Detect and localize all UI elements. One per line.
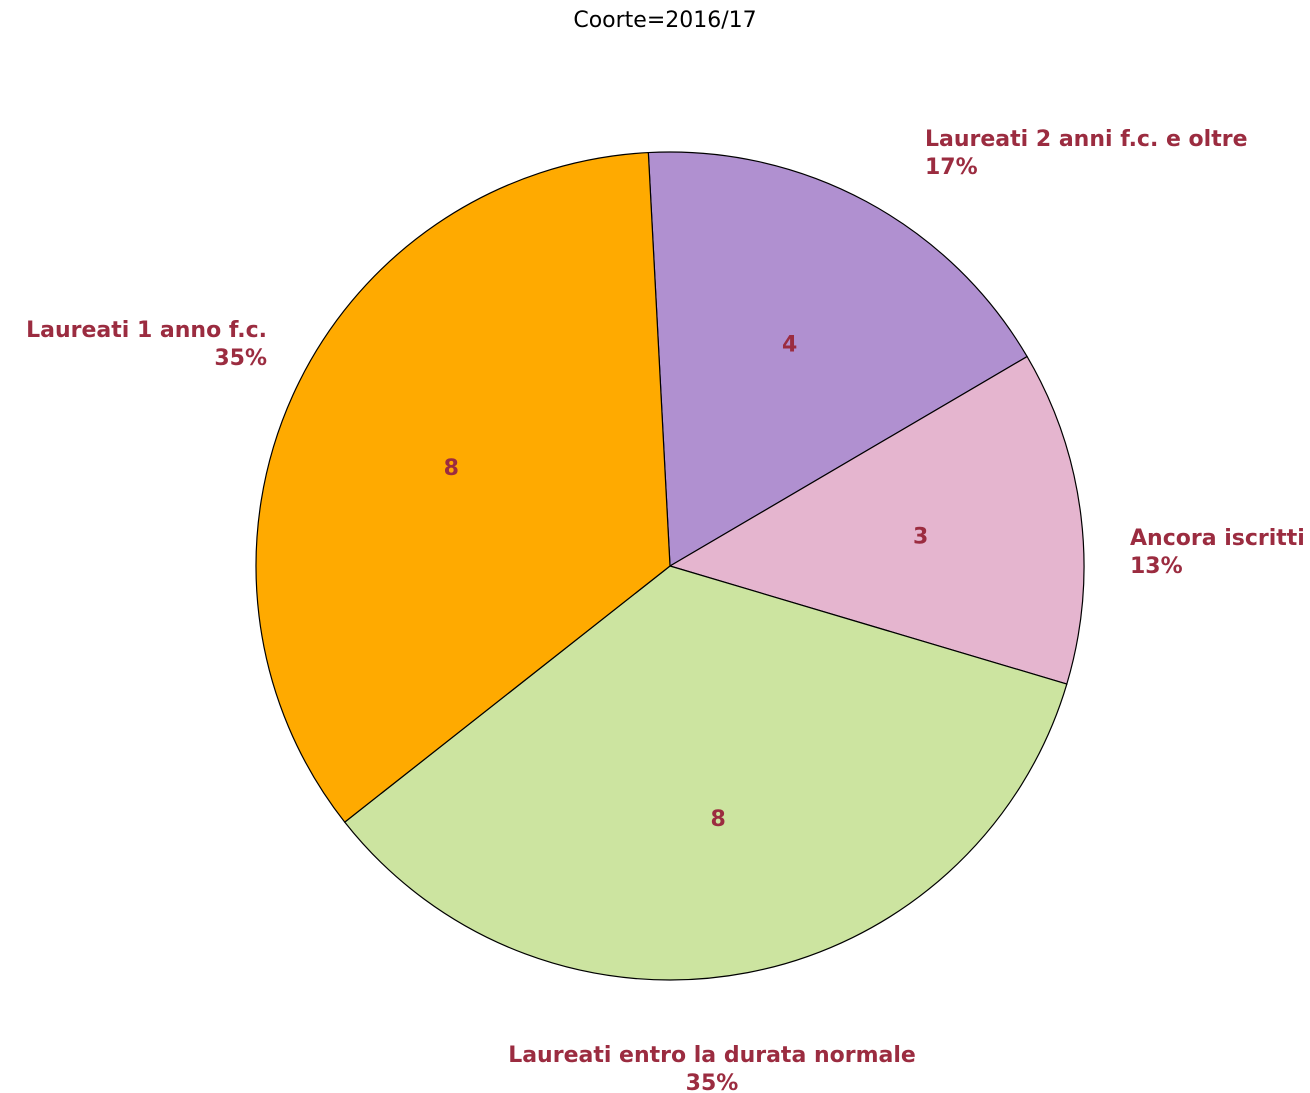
slice-value-label-1: 3 (913, 525, 928, 550)
slice-category-label-0: Laureati 2 anni f.c. e oltre (925, 127, 1248, 152)
slice-percent-label-0: 17% (925, 155, 978, 180)
slice-category-label-1: Ancora iscritti (1130, 526, 1305, 551)
pie-slice-3 (255, 151, 671, 823)
pie-slice-1 (668, 355, 1085, 685)
pie-slice-0 (647, 151, 1028, 568)
slice-percent-label-2: 35% (686, 1071, 739, 1093)
slice-category-label-3: Laureati 1 anno f.c. (26, 318, 267, 343)
slice-percent-label-3: 35% (214, 346, 267, 371)
slice-category-label-2: Laureati entro la durata normale (508, 1043, 916, 1068)
slice-percent-label-1: 13% (1130, 554, 1183, 579)
slice-value-label-3: 8 (444, 456, 459, 481)
pie-outer-labels: Laureati 2 anni f.c. e oltre 17% Ancora is… (26, 127, 1305, 1093)
slice-value-label-0: 4 (782, 333, 797, 358)
chart-title: Coorte=2016/17 (573, 8, 757, 33)
pie-slice-2 (343, 565, 1068, 981)
pie-value-labels: 4 3 8 8 (444, 333, 929, 832)
pie-slices (255, 151, 1085, 981)
slice-value-label-2: 8 (711, 807, 726, 832)
